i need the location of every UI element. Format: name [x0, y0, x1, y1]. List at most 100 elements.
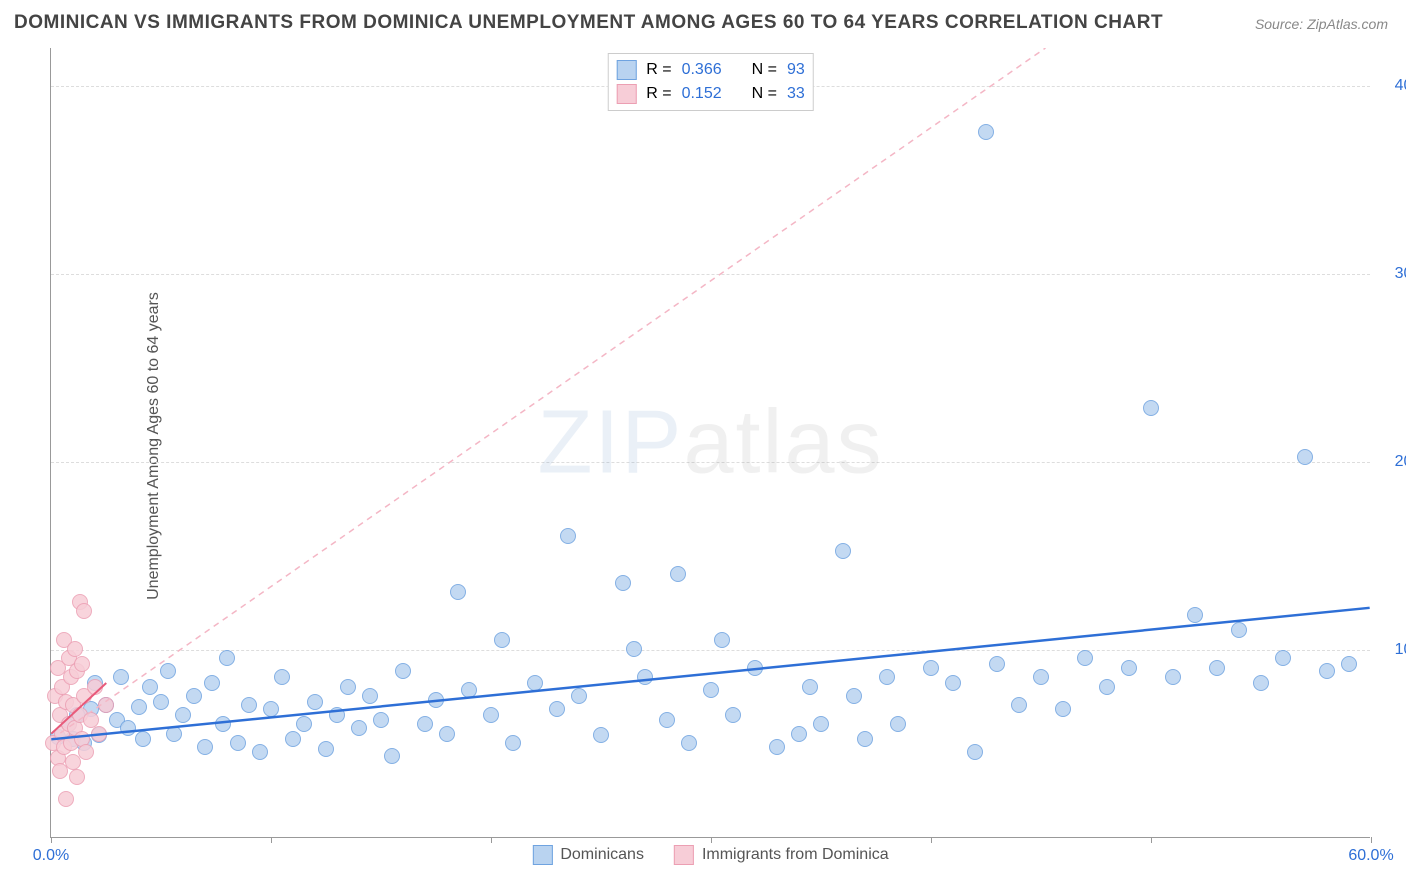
legend-row-0: R = 0.366 N = 93 — [616, 58, 805, 82]
scatter-point-dominicans — [1297, 449, 1313, 465]
scatter-point-dominica — [76, 603, 92, 619]
legend-item-1: Immigrants from Dominica — [674, 845, 889, 865]
scatter-point-dominicans — [362, 688, 378, 704]
legend-bottom-swatch-0 — [532, 845, 552, 865]
scatter-point-dominicans — [329, 707, 345, 723]
scatter-point-dominicans — [879, 669, 895, 685]
scatter-point-dominicans — [1099, 679, 1115, 695]
r-label: R = — [646, 85, 671, 103]
scatter-point-dominicans — [186, 688, 202, 704]
chart-container: DOMINICAN VS IMMIGRANTS FROM DOMINICA UN… — [0, 0, 1406, 892]
scatter-point-dominicans — [417, 716, 433, 732]
scatter-point-dominicans — [505, 735, 521, 751]
scatter-point-dominicans — [160, 663, 176, 679]
scatter-point-dominicans — [945, 675, 961, 691]
scatter-point-dominicans — [175, 707, 191, 723]
scatter-point-dominicans — [1033, 669, 1049, 685]
chart-title: DOMINICAN VS IMMIGRANTS FROM DOMINICA UN… — [14, 12, 1163, 34]
n-label: N = — [752, 85, 777, 103]
scatter-point-dominicans — [835, 543, 851, 559]
legend-item-0: Dominicans — [532, 845, 644, 865]
watermark-thin: atlas — [683, 392, 883, 492]
scatter-point-dominicans — [802, 679, 818, 695]
legend-swatch-0 — [616, 60, 636, 80]
scatter-point-dominicans — [626, 641, 642, 657]
plot-area: ZIPatlas R = 0.366 N = 93 R = 0.152 N = … — [50, 48, 1370, 838]
trend-line — [51, 48, 1045, 739]
scatter-point-dominicans — [615, 575, 631, 591]
correlation-legend: R = 0.366 N = 93 R = 0.152 N = 33 — [607, 53, 814, 111]
x-tick-mark — [1371, 837, 1372, 843]
scatter-point-dominicans — [1341, 656, 1357, 672]
x-tick-mark — [491, 837, 492, 843]
scatter-point-dominicans — [428, 692, 444, 708]
scatter-point-dominicans — [846, 688, 862, 704]
scatter-point-dominicans — [1231, 622, 1247, 638]
scatter-point-dominicans — [670, 566, 686, 582]
scatter-point-dominicans — [1253, 675, 1269, 691]
scatter-point-dominicans — [351, 720, 367, 736]
scatter-point-dominicans — [318, 741, 334, 757]
scatter-point-dominicans — [923, 660, 939, 676]
scatter-point-dominicans — [725, 707, 741, 723]
scatter-point-dominicans — [989, 656, 1005, 672]
x-tick-label: 60.0% — [1348, 847, 1393, 865]
x-tick-mark — [711, 837, 712, 843]
y-tick-label: 20.0% — [1380, 453, 1406, 471]
scatter-point-dominicans — [747, 660, 763, 676]
scatter-point-dominicans — [560, 528, 576, 544]
scatter-point-dominica — [58, 791, 74, 807]
x-tick-label: 0.0% — [33, 847, 69, 865]
scatter-point-dominicans — [340, 679, 356, 695]
x-tick-mark — [1151, 837, 1152, 843]
scatter-point-dominicans — [1143, 400, 1159, 416]
scatter-point-dominicans — [967, 744, 983, 760]
scatter-point-dominicans — [571, 688, 587, 704]
scatter-point-dominicans — [215, 716, 231, 732]
scatter-point-dominicans — [1209, 660, 1225, 676]
watermark: ZIPatlas — [537, 391, 883, 494]
scatter-point-dominicans — [593, 727, 609, 743]
scatter-point-dominica — [87, 679, 103, 695]
scatter-point-dominica — [98, 697, 114, 713]
legend-bottom-label-1: Immigrants from Dominica — [702, 846, 889, 864]
n-value-1: 33 — [787, 85, 805, 103]
scatter-point-dominicans — [219, 650, 235, 666]
scatter-point-dominicans — [263, 701, 279, 717]
scatter-point-dominicans — [1011, 697, 1027, 713]
scatter-point-dominicans — [813, 716, 829, 732]
scatter-point-dominicans — [494, 632, 510, 648]
x-tick-mark — [271, 837, 272, 843]
scatter-point-dominica — [74, 656, 90, 672]
y-tick-label: 30.0% — [1380, 265, 1406, 283]
scatter-point-dominicans — [197, 739, 213, 755]
scatter-point-dominicans — [131, 699, 147, 715]
scatter-point-dominicans — [285, 731, 301, 747]
scatter-point-dominicans — [241, 697, 257, 713]
n-value-0: 93 — [787, 61, 805, 79]
scatter-point-dominicans — [1077, 650, 1093, 666]
scatter-point-dominicans — [395, 663, 411, 679]
scatter-point-dominicans — [439, 726, 455, 742]
watermark-bold: ZIP — [537, 392, 683, 492]
gridline-h — [51, 274, 1370, 275]
series-legend: Dominicans Immigrants from Dominica — [532, 845, 888, 865]
scatter-point-dominicans — [978, 124, 994, 140]
scatter-point-dominicans — [113, 669, 129, 685]
r-value-1: 0.152 — [682, 85, 722, 103]
scatter-point-dominicans — [384, 748, 400, 764]
scatter-point-dominicans — [890, 716, 906, 732]
scatter-point-dominicans — [135, 731, 151, 747]
scatter-point-dominicans — [483, 707, 499, 723]
legend-bottom-label-0: Dominicans — [560, 846, 644, 864]
scatter-point-dominicans — [1275, 650, 1291, 666]
y-tick-label: 40.0% — [1380, 77, 1406, 95]
scatter-point-dominicans — [659, 712, 675, 728]
gridline-h — [51, 462, 1370, 463]
scatter-point-dominicans — [450, 584, 466, 600]
r-label: R = — [646, 61, 671, 79]
x-tick-mark — [51, 837, 52, 843]
scatter-point-dominicans — [549, 701, 565, 717]
scatter-point-dominicans — [1121, 660, 1137, 676]
scatter-point-dominicans — [142, 679, 158, 695]
